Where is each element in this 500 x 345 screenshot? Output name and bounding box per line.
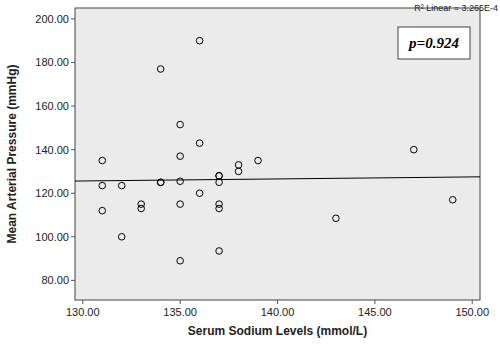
- chart: 80.00 100.00 120.00 140.00 160.00 180.00 200.0…: [0, 0, 500, 345]
- data-point: [157, 179, 164, 186]
- x-tick: [277, 300, 278, 304]
- y-axis-label: Mean Arterial Pressure (mmHg): [5, 65, 19, 244]
- x-tick-label: 145.00: [358, 306, 392, 318]
- y-tick: [71, 62, 75, 63]
- annotation-box: [398, 27, 470, 59]
- plot-area: [75, 8, 480, 300]
- y-tick-label: 160.00: [35, 100, 69, 112]
- x-tick-label: 140.00: [261, 306, 295, 318]
- data-point: [255, 157, 262, 164]
- x-tick: [472, 300, 473, 304]
- y-tick: [71, 280, 75, 281]
- y-tick-label: 100.00: [35, 231, 69, 243]
- data-point: [157, 66, 164, 73]
- y-tick: [71, 106, 75, 107]
- data-point: [216, 205, 223, 212]
- data-point: [99, 182, 106, 189]
- y-tick: [71, 149, 75, 150]
- data-point: [196, 190, 203, 197]
- y-tick-label: 200.00: [35, 13, 69, 25]
- data-point: [157, 179, 164, 186]
- data-point: [99, 207, 106, 214]
- fit-line: [75, 177, 480, 181]
- data-point: [138, 205, 145, 212]
- y-tick-label: 180.00: [35, 56, 69, 68]
- data-point: [333, 215, 340, 222]
- x-tick: [82, 300, 83, 304]
- data-point: [196, 140, 203, 147]
- data-point: [216, 179, 223, 186]
- plot-frame: [75, 8, 480, 300]
- data-point: [118, 182, 125, 189]
- x-tick-label: 130.00: [66, 306, 100, 318]
- data-point: [235, 162, 242, 169]
- data-point: [196, 37, 203, 44]
- data-point: [177, 121, 184, 128]
- y-tick-label: 80.00: [41, 274, 69, 286]
- y-tick-label: 140.00: [35, 144, 69, 156]
- data-layer: [75, 37, 480, 264]
- x-tick-label: 135.00: [163, 306, 197, 318]
- data-point: [99, 157, 106, 164]
- y-tick: [71, 18, 75, 19]
- data-point: [177, 153, 184, 160]
- x-tick: [374, 300, 375, 304]
- y-tick: [71, 193, 75, 194]
- y-tick-label: 120.00: [35, 187, 69, 199]
- data-point: [177, 257, 184, 264]
- data-point: [216, 172, 223, 179]
- data-point: [235, 168, 242, 175]
- p-value: p=0.924: [407, 35, 459, 51]
- x-axis-label: Serum Sodium Levels (mmol/L): [188, 324, 367, 338]
- data-point: [118, 234, 125, 241]
- x-tick: [180, 300, 181, 304]
- y-tick: [71, 236, 75, 237]
- data-point: [410, 146, 417, 153]
- x-tick-label: 150.00: [455, 306, 489, 318]
- data-point: [449, 196, 456, 203]
- data-point: [216, 248, 223, 255]
- r-squared: R² Linear = 3.265E-4: [414, 3, 498, 13]
- data-point: [177, 201, 184, 208]
- data-point: [177, 178, 184, 185]
- data-point: [216, 172, 223, 179]
